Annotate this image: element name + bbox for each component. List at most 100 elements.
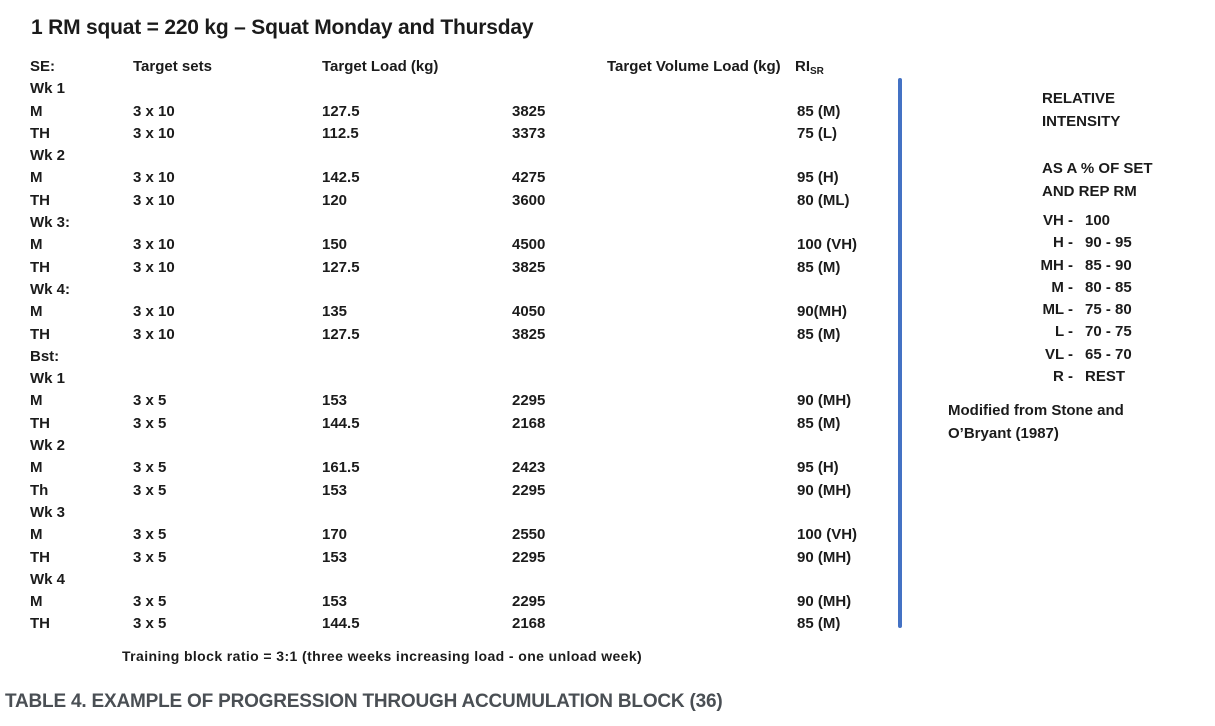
- table-header-row: SE: Target sets Target Load (kg) Target …: [30, 56, 898, 78]
- cell-relative-intensity: 85 (M): [797, 325, 841, 343]
- cell-target-load: 144.5: [322, 615, 360, 633]
- cell-day-or-week: TH: [30, 615, 50, 633]
- intensity-code: VH -: [1043, 212, 1073, 229]
- cell-day-or-week: TH: [30, 258, 50, 276]
- cell-relative-intensity: 95 (H): [797, 169, 839, 187]
- cell-relative-intensity: 85 (M): [797, 414, 841, 432]
- cell-relative-intensity: 90(MH): [797, 303, 848, 321]
- cell-target-load: 170: [322, 526, 348, 544]
- cell-day-or-week: Wk 3:: [30, 214, 71, 232]
- cell-day-or-week: TH: [30, 124, 50, 142]
- header-ri: RISR: [795, 56, 824, 83]
- cell-volume-load: 4500: [512, 236, 546, 254]
- page-title: 1 RM squat = 220 kg – Squat Monday and T…: [31, 16, 534, 39]
- table-row: Wk 2: [30, 435, 898, 457]
- cell-day-or-week: Wk 4: [30, 570, 66, 588]
- cell-volume-load: 3373: [512, 124, 546, 142]
- intensity-range: 85 - 90: [1085, 256, 1132, 274]
- cell-volume-load: 2550: [512, 526, 546, 544]
- intensity-scale-row: M - 80 - 85: [1003, 277, 1131, 299]
- cell-relative-intensity: 85 (M): [797, 258, 841, 276]
- header-ri-subscript: SR: [810, 66, 824, 77]
- cell-target-load: 153: [322, 593, 348, 611]
- intensity-scale-row: ML - 75 - 80: [1003, 299, 1132, 321]
- cell-target-load: 127.5: [322, 258, 360, 276]
- cell-target-load: 120: [322, 191, 348, 209]
- cell-day-or-week: M: [30, 459, 43, 477]
- table-row: Th 3 x 5 153 2295 90 (MH): [30, 480, 898, 502]
- table-row: TH 3 x 5 144.5 2168 85 (M): [30, 413, 898, 435]
- cell-day-or-week: M: [30, 593, 43, 611]
- cell-relative-intensity: 90 (MH): [797, 392, 852, 410]
- cell-relative-intensity: 75 (L): [797, 124, 838, 142]
- header-ri-base: RI: [795, 58, 810, 75]
- table-row: Wk 3: [30, 502, 898, 524]
- subheading-line-2: AND REP RM: [1042, 183, 1137, 200]
- intensity-code: ML -: [1042, 301, 1073, 319]
- cell-target-load: 127.5: [322, 325, 360, 343]
- intensity-code: MH -: [1040, 256, 1074, 274]
- cell-target-sets: 3 x 5: [133, 548, 167, 566]
- cell-relative-intensity: 95 (H): [797, 459, 839, 477]
- cell-day-or-week: M: [30, 392, 43, 410]
- table-row: M 3 x 5 153 2295 90 (MH): [30, 390, 898, 412]
- table-row: Wk 1: [30, 368, 898, 390]
- table-row: TH 3 x 10 127.5 3825 85 (M): [30, 257, 898, 279]
- cell-day-or-week: Wk 1: [30, 370, 66, 388]
- cell-target-sets: 3 x 5: [133, 459, 167, 477]
- cell-target-load: 127.5: [322, 102, 360, 120]
- cell-day-or-week: M: [30, 236, 43, 254]
- cell-target-load: 161.5: [322, 459, 360, 477]
- vertical-divider: [898, 78, 902, 628]
- cell-volume-load: 3600: [512, 191, 546, 209]
- cell-target-load: 112.5: [322, 124, 359, 142]
- program-table-rows: Wk 1 M 3 x 10 127.5 3825 85 (M) TH 3 x 1…: [30, 78, 898, 635]
- header-sets: Target sets: [133, 58, 212, 75]
- cell-day-or-week: TH: [30, 548, 50, 566]
- relative-intensity-heading: RELATIVE INTENSITY: [1042, 87, 1120, 133]
- heading-line-1: RELATIVE: [1042, 90, 1116, 107]
- program-table: SE: Target sets Target Load (kg) Target …: [30, 56, 898, 636]
- header-se: SE:: [30, 58, 56, 75]
- table-row: Wk 3:: [30, 212, 898, 234]
- intensity-range: 65 - 70: [1085, 345, 1132, 363]
- table-row: M 3 x 10 142.5 4275 95 (H): [30, 167, 898, 189]
- cell-target-sets: 3 x 10: [133, 325, 175, 343]
- cell-volume-load: 4275: [512, 169, 546, 187]
- cell-relative-intensity: 90 (MH): [797, 481, 852, 499]
- intensity-scale-row: VH - 100: [1003, 210, 1132, 232]
- table-row: TH 3 x 10 127.5 3825 85 (M): [30, 324, 898, 346]
- cell-relative-intensity: 100 (VH): [797, 236, 858, 254]
- cell-target-sets: 3 x 10: [133, 169, 175, 187]
- cell-target-load: 144.5: [322, 414, 360, 432]
- table-row: TH 3 x 5 153 2295 90 (MH): [30, 547, 898, 569]
- cell-target-sets: 3 x 10: [133, 236, 175, 254]
- table-row: M 3 x 5 153 2295 90 (MH): [30, 591, 898, 613]
- intensity-range: 75 - 80: [1085, 301, 1132, 319]
- cell-day-or-week: M: [30, 526, 43, 544]
- cell-relative-intensity: 90 (MH): [797, 548, 852, 566]
- cell-day-or-week: Th: [30, 481, 49, 499]
- cell-volume-load: 2168: [512, 615, 546, 633]
- cell-volume-load: 2295: [512, 392, 546, 410]
- intensity-scale-row: R - REST: [1003, 366, 1132, 388]
- cell-target-sets: 3 x 10: [133, 191, 175, 209]
- cell-target-load: 135: [322, 303, 348, 321]
- cell-day-or-week: TH: [30, 325, 50, 343]
- intensity-range: 90 - 95: [1085, 234, 1132, 252]
- cell-volume-load: 2295: [512, 593, 546, 611]
- table-row: M 3 x 10 127.5 3825 85 (M): [30, 101, 898, 123]
- cell-volume-load: 2295: [512, 481, 546, 499]
- intensity-scale: VH - 100 H - 90 - 95 MH - 85 - 90 M - 80…: [1003, 210, 1132, 388]
- intensity-scale-row: H - 90 - 95: [1003, 232, 1132, 254]
- cell-volume-load: 2295: [512, 548, 546, 566]
- cell-relative-intensity: 80 (ML): [797, 191, 850, 209]
- table-row: M 3 x 10 150 4500 100 (VH): [30, 234, 898, 256]
- intensity-code: M -: [1051, 278, 1073, 296]
- cell-day-or-week: Wk 1: [30, 80, 66, 98]
- cell-relative-intensity: 85 (M): [797, 102, 841, 120]
- intensity-code: H -: [1053, 234, 1073, 252]
- cell-day-or-week: M: [30, 303, 43, 321]
- cell-target-sets: 3 x 5: [133, 481, 167, 499]
